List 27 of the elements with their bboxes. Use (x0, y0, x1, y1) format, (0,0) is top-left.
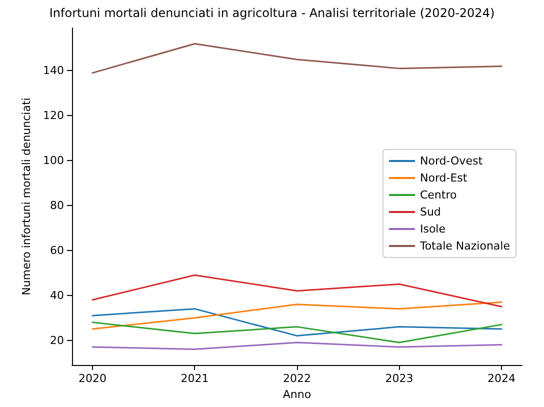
legend-label: Nord-Ovest (420, 154, 484, 168)
line-series (92, 42, 502, 74)
line-series (92, 308, 502, 337)
legend-label: Nord-Est (420, 172, 468, 184)
x-tick-label: 2022 (283, 372, 311, 385)
y-tick-label: 20 (50, 334, 64, 347)
line-series (92, 301, 502, 330)
chart-title: Infortuni mortali denunciati in agricoltura - Analisi territoriale (2020-2024) (49, 6, 495, 20)
y-tick-label: 40 (50, 288, 64, 302)
y-tick-label: 80 (50, 198, 64, 212)
legend-label: Totale Nazionale (418, 240, 510, 252)
legend-label: Centro (420, 188, 457, 202)
x-tick-label: 2021 (180, 372, 209, 385)
line-series (92, 342, 502, 350)
line-series (92, 274, 502, 308)
legend-label: Sud (420, 206, 441, 218)
y-tick-label: 140 (43, 64, 64, 78)
y-axis-title: Numero infortuni mortali denunciati (20, 98, 33, 296)
y-tick-label: 60 (50, 244, 64, 257)
y-tick-label: 100 (43, 154, 64, 168)
x-tick-label: 2020 (78, 372, 106, 385)
x-tick-label: 2023 (385, 372, 414, 385)
legend-label: Isole (420, 222, 446, 236)
x-axis-title: Anno (282, 388, 312, 401)
line-series (92, 322, 502, 344)
x-tick-label: 2024 (488, 372, 516, 385)
y-tick-label: 120 (43, 109, 64, 122)
